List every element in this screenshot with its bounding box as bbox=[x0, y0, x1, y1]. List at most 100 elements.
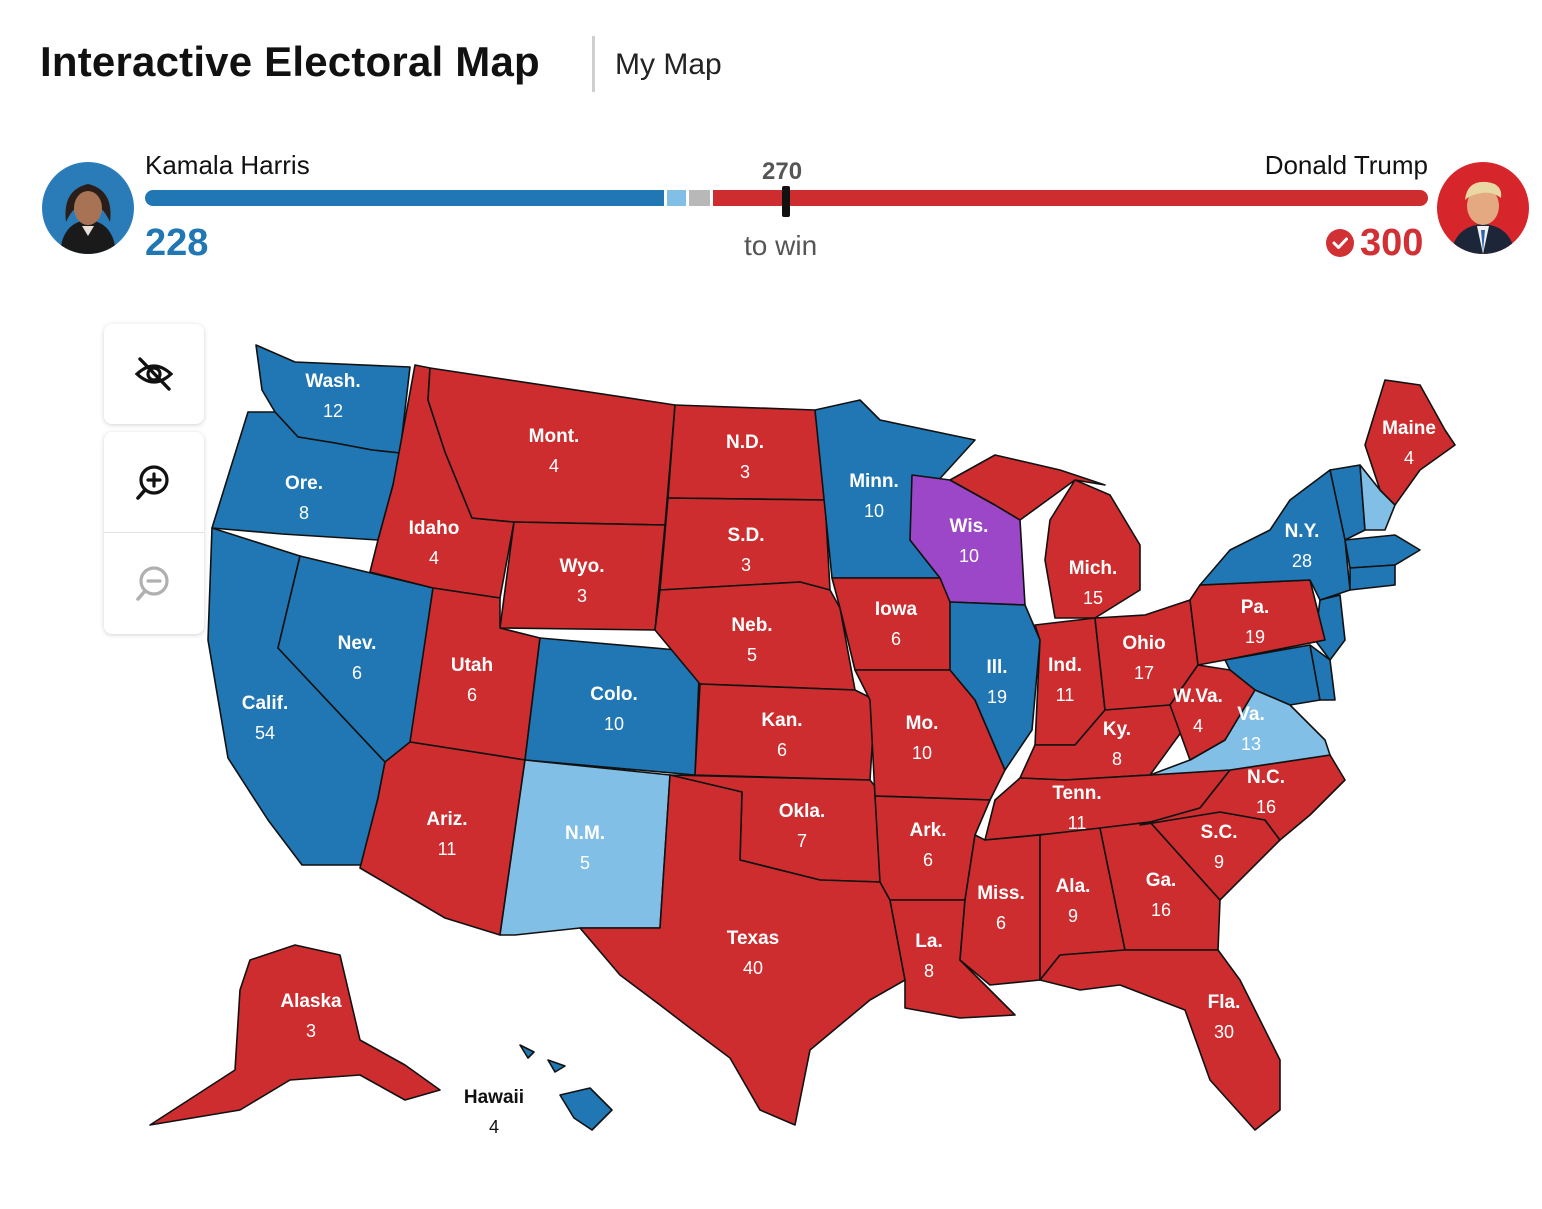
state-ev-co: 10 bbox=[604, 714, 624, 734]
state-name-pa: Pa. bbox=[1241, 597, 1270, 618]
state-ms[interactable] bbox=[959, 834, 1041, 986]
state-ev-ak: 3 bbox=[306, 1021, 316, 1041]
state-ev-nd: 3 bbox=[740, 462, 750, 482]
state-ev-ks: 6 bbox=[777, 740, 787, 760]
state-name-il: Ill. bbox=[986, 657, 1007, 678]
state-ev-ga: 16 bbox=[1151, 900, 1171, 920]
state-ev-ok: 7 bbox=[797, 831, 807, 851]
state-name-ky: Ky. bbox=[1103, 719, 1131, 740]
state-ev-pa: 19 bbox=[1245, 627, 1265, 647]
zoom-control bbox=[104, 432, 204, 634]
state-ev-nm: 5 bbox=[580, 853, 590, 873]
state-me[interactable] bbox=[1364, 379, 1456, 506]
state-name-sc: S.C. bbox=[1201, 822, 1238, 843]
state-mi[interactable] bbox=[949, 454, 1141, 619]
state-ev-ky: 8 bbox=[1112, 749, 1122, 769]
state-ev-ca: 54 bbox=[255, 723, 275, 743]
state-nm[interactable] bbox=[499, 759, 671, 936]
state-name-oh: Ohio bbox=[1122, 633, 1165, 654]
state-ev-wy: 3 bbox=[577, 586, 587, 606]
state-ks[interactable] bbox=[694, 683, 876, 781]
zoom-in-icon bbox=[136, 465, 169, 500]
state-ev-mn: 10 bbox=[864, 501, 884, 521]
zoom-out-icon bbox=[136, 566, 169, 601]
state-name-tx: Texas bbox=[727, 928, 779, 949]
state-ev-sc: 9 bbox=[1214, 852, 1224, 872]
state-name-nc: N.C. bbox=[1247, 767, 1285, 788]
connecticut-shape[interactable] bbox=[1349, 564, 1396, 591]
trump-votes: 300 bbox=[1360, 222, 1424, 264]
state-ev-nc: 16 bbox=[1256, 797, 1276, 817]
state-ev-mt: 4 bbox=[549, 456, 559, 476]
state-ev-wa: 12 bbox=[323, 401, 343, 421]
bar-dem-lean bbox=[667, 190, 686, 206]
state-name-mt: Mont. bbox=[529, 426, 580, 447]
state-ev-tn: 11 bbox=[1068, 813, 1087, 833]
state-ev-mo: 10 bbox=[912, 743, 932, 763]
state-name-hi: Hawaii bbox=[464, 1087, 524, 1108]
state-name-ms: Miss. bbox=[977, 883, 1025, 904]
hide-labels-control bbox=[104, 324, 204, 424]
state-name-ar: Ark. bbox=[910, 820, 947, 841]
state-ga[interactable] bbox=[1099, 821, 1221, 951]
state-name-ia: Iowa bbox=[875, 599, 918, 620]
state-ev-az: 11 bbox=[438, 839, 457, 859]
state-name-nd: N.D. bbox=[726, 432, 764, 453]
massachusetts-shape[interactable] bbox=[1344, 534, 1421, 569]
page-title: Interactive Electoral Map bbox=[40, 38, 540, 85]
state-ev-id: 4 bbox=[429, 548, 439, 568]
map-name[interactable]: My Map bbox=[615, 48, 722, 81]
state-il[interactable] bbox=[949, 601, 1041, 771]
state-name-wa: Wash. bbox=[305, 371, 360, 392]
state-ev-ia: 6 bbox=[891, 629, 901, 649]
bar-rep-solid bbox=[712, 190, 1428, 206]
state-fl[interactable] bbox=[1039, 949, 1281, 1131]
threshold-number: 270 bbox=[762, 158, 803, 185]
state-ev-or: 8 bbox=[299, 503, 309, 523]
bar-dem-solid bbox=[145, 190, 665, 206]
state-ne[interactable] bbox=[654, 581, 856, 691]
state-name-nv: Nev. bbox=[338, 633, 377, 654]
state-ev-sd: 3 bbox=[741, 555, 751, 575]
zoom-divider bbox=[104, 532, 204, 533]
state-ev-nv: 6 bbox=[352, 663, 362, 683]
state-name-ok: Okla. bbox=[779, 801, 825, 822]
bar-tossup bbox=[688, 190, 710, 206]
state-name-me: Maine bbox=[1382, 418, 1436, 439]
state-name-nm: N.M. bbox=[565, 823, 605, 844]
state-name-wi: Wis. bbox=[950, 516, 989, 537]
state-name-wy: Wyo. bbox=[559, 556, 604, 577]
state-ny[interactable] bbox=[1199, 469, 1351, 601]
state-name-al: Ala. bbox=[1056, 876, 1091, 897]
state-name-az: Ariz. bbox=[426, 809, 467, 830]
state-tx[interactable] bbox=[579, 774, 906, 1126]
state-ev-wv: 4 bbox=[1193, 716, 1203, 736]
state-name-fl: Fla. bbox=[1208, 992, 1241, 1013]
state-hi[interactable] bbox=[519, 1044, 613, 1131]
state-name-tn: Tenn. bbox=[1052, 783, 1101, 804]
harris-avatar bbox=[42, 162, 134, 254]
state-ev-mi: 15 bbox=[1083, 588, 1103, 608]
state-ev-fl: 30 bbox=[1214, 1022, 1234, 1042]
state-nc[interactable] bbox=[1139, 754, 1346, 841]
state-name-ca: Calif. bbox=[242, 693, 288, 714]
harris-votes: 228 bbox=[145, 222, 209, 264]
hide-labels-button[interactable] bbox=[104, 324, 204, 424]
trump-avatar bbox=[1437, 162, 1529, 254]
state-name-va: Va. bbox=[1237, 704, 1264, 725]
state-ev-il: 19 bbox=[987, 687, 1007, 707]
zoom-out-button[interactable] bbox=[104, 533, 204, 633]
eye-slash-icon bbox=[134, 357, 174, 391]
state-ev-wi: 10 bbox=[959, 546, 979, 566]
state-ak[interactable] bbox=[149, 944, 441, 1126]
state-name-wv: W.Va. bbox=[1173, 686, 1223, 707]
state-ev-hi: 4 bbox=[489, 1117, 499, 1137]
state-name-la: La. bbox=[915, 931, 942, 952]
state-co[interactable] bbox=[524, 637, 701, 776]
state-ev-ar: 6 bbox=[923, 850, 933, 870]
state-name-mn: Minn. bbox=[849, 471, 899, 492]
delaware-shape[interactable] bbox=[1309, 644, 1336, 701]
state-ev-ut: 6 bbox=[467, 685, 477, 705]
new-hampshire-shape[interactable] bbox=[1359, 464, 1396, 531]
zoom-in-button[interactable] bbox=[104, 432, 204, 532]
